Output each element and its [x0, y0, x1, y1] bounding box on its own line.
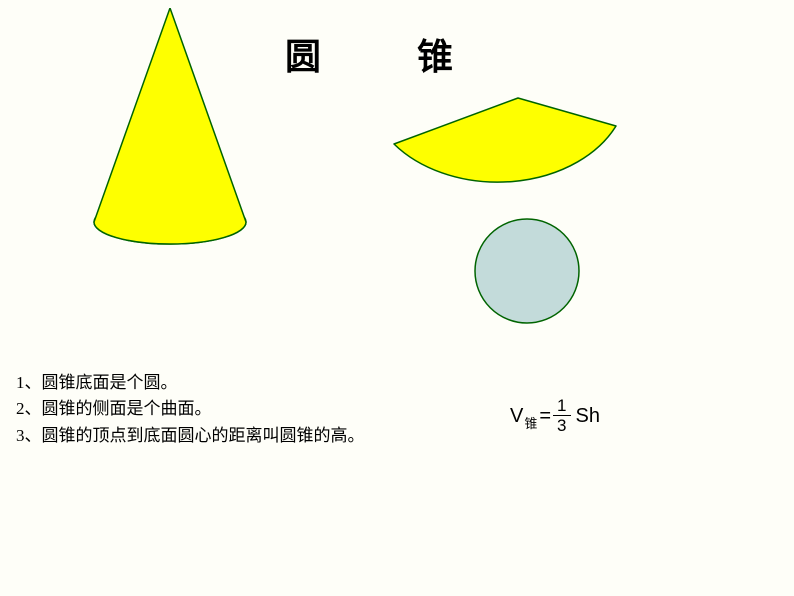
formula-denominator: 3 [553, 415, 570, 434]
formula-fraction: 1 3 [553, 397, 570, 434]
volume-formula: V 锥 = 1 3 Sh [510, 398, 600, 435]
property-line-3: 3、圆锥的顶点到底面圆心的距离叫圆锥的高。 [16, 423, 365, 449]
property-line-2: 2、圆锥的侧面是个曲面。 [16, 396, 365, 422]
formula-rest: Sh [576, 405, 600, 428]
formula-var: V [510, 405, 523, 428]
formula-subscript: 锥 [524, 413, 537, 432]
cone-net-base-circle [470, 214, 584, 328]
page-title: 圆 锥 [285, 28, 483, 80]
cone-3d-diagram [80, 8, 264, 248]
formula-equals: = [539, 405, 551, 428]
property-line-1: 1、圆锥底面是个圆。 [16, 370, 365, 396]
cone-net-sector [390, 96, 620, 226]
properties-list: 1、圆锥底面是个圆。 2、圆锥的侧面是个曲面。 3、圆锥的顶点到底面圆心的距离叫… [16, 370, 365, 449]
formula-numerator: 1 [553, 397, 570, 415]
